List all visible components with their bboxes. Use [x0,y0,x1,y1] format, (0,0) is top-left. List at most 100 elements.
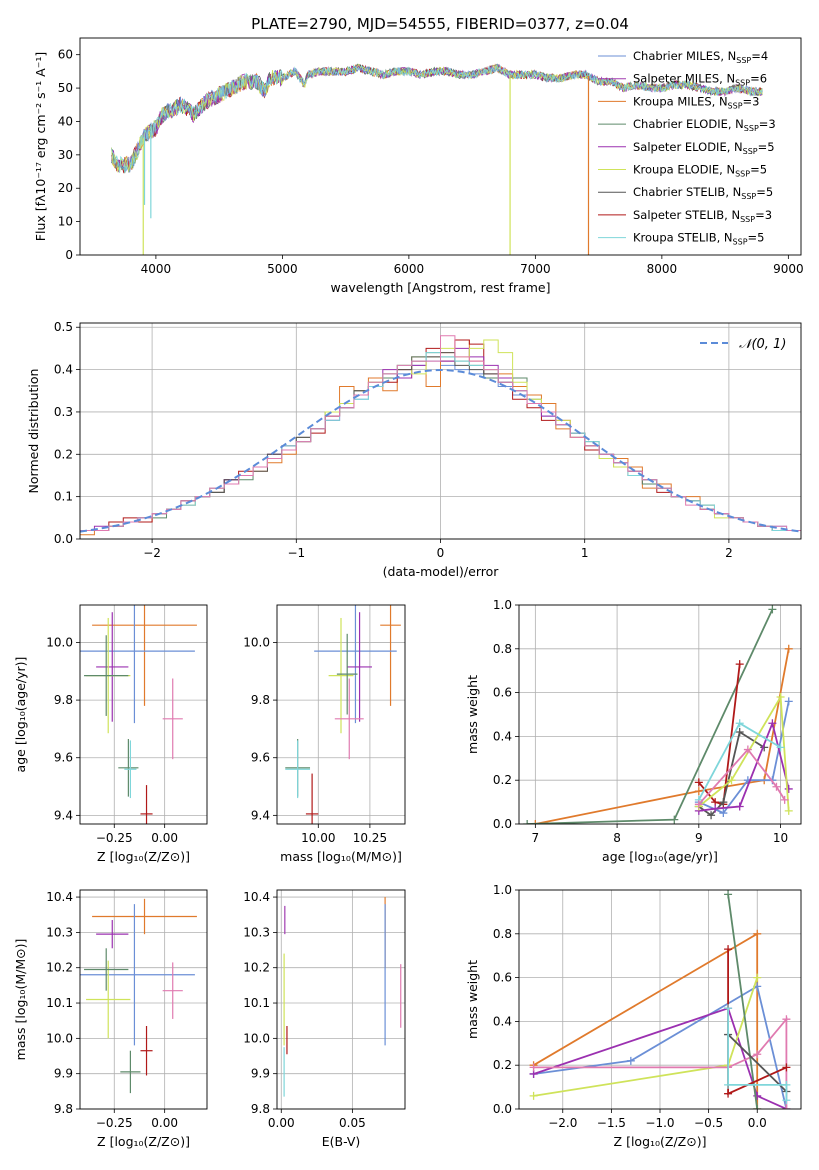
x-tick-label: −0.5 [694,1116,723,1130]
x-tick-label: 0.0 [748,1116,767,1130]
y-tick-label: 0.0 [493,1102,512,1116]
y-tick-label: 0.6 [493,971,512,985]
y-tick-label: 10.3 [243,925,270,939]
y-tick-label: 10.4 [243,890,270,904]
weight-marker [711,804,720,813]
y-tick-label: 0.4 [493,1014,512,1028]
x-tick-label: 9 [695,831,703,845]
y-tick-label: 10.1 [46,996,73,1010]
panel-Z_vs_weight: −2.0 −1.5 −1.0 −0.5 0.0 0.0 0.2 0.4 0.6 0.8 1.0 Z [… [465,883,802,1149]
y-tick-label: 0.2 [493,1058,512,1072]
x-axis-label: age [log₁₀(age/yr)] [602,849,718,864]
x-tick-label: 0.00 [151,1116,178,1130]
y-tick-label: 20 [58,181,73,195]
plot-area [80,335,801,539]
x-tick-label: −0.25 [96,1116,133,1130]
legend-label: Salpeter MILES, NSSP=6 [633,72,767,88]
y-tick-label: 0.3 [54,405,73,419]
plot-area [523,605,793,824]
y-tick-label: 40 [58,114,73,128]
axes-frame [276,604,406,825]
y-tick-label: 50 [58,81,73,95]
y-tick-label: 10.2 [46,961,73,975]
weight-marker [735,802,744,811]
y-tick-label: 0.1 [54,490,73,504]
y-tick-label: 10.0 [243,1031,270,1045]
weight-marker [735,728,744,737]
spectrum-line [111,64,763,173]
y-tick-label: 10.0 [46,635,73,649]
x-tick-label: 0.00 [268,1116,295,1130]
figure-title: PLATE=2790, MJD=54555, FIBERID=0377, z=0… [251,15,629,33]
x-tick-label: 7 [532,831,540,845]
y-tick-label: 10.0 [46,1031,73,1045]
legend-label: Kroupa ELODIE, NSSP=5 [633,163,767,179]
y-tick-label: 9.6 [251,751,270,765]
y-tick-label: 0.6 [493,686,512,700]
legend: Chabrier MILES, NSSP=4 Salpeter MILES, NS… [598,49,776,247]
weight-marker [707,811,716,820]
axes-frame [518,889,802,1110]
y-tick-label: 9.8 [251,1102,270,1116]
y-tick-label: 9.8 [251,693,270,707]
y-tick-label: 10 [58,215,73,229]
weight-marker [626,1056,635,1065]
legend-label: Chabrier ELODIE, NSSP=3 [633,117,776,133]
x-tick-label: −2 [143,546,161,560]
legend-label: Kroupa MILES, NSSP=3 [633,94,759,110]
x-tick-label: −1 [287,546,305,560]
weight-marker [782,1080,791,1089]
panel-Z_vs_age: −0.25 0.00 9.4 9.6 9.8 10.0 Z [log₁₀(Z/Z⊙)] age… [13,604,208,864]
y-tick-label: 1.0 [493,883,512,897]
legend-label: Salpeter ELODIE, NSSP=5 [633,140,775,156]
y-tick-label: 9.9 [54,1067,73,1081]
y-axis-label: Flux [fλ10⁻¹⁷ erg cm⁻² s⁻¹ A⁻¹] [33,52,48,241]
weight-line [535,648,790,824]
y-tick-label: 10.4 [46,890,73,904]
plot-area [80,898,197,1094]
y-tick-label: 0.0 [54,532,73,546]
y-axis-label: mass [log₁₀(M/M⊙)] [13,939,28,1061]
weight-marker [772,782,781,791]
weight-line [698,694,790,811]
y-tick-label: 60 [58,48,73,62]
x-axis-label: Z [log₁₀(Z/Z⊙)] [97,1134,190,1149]
plot-area [111,63,763,255]
x-tick-label: −0.25 [96,831,133,845]
plot-area [529,890,791,1109]
weight-marker [529,1063,538,1072]
axes-frame [79,604,208,825]
legend-label: Salpeter STELIB, NSSP=3 [633,208,772,224]
weight-marker [724,1004,733,1013]
y-tick-label: 0.0 [493,817,512,831]
x-tick-label: 10.25 [353,831,387,845]
axes-layer: 4000 5000 6000 7000 8000 90000102030405060wav… [13,37,804,1149]
weight-marker [782,1096,791,1105]
weight-marker [724,945,733,954]
x-tick-label: 0 [437,546,445,560]
weight-marker [768,605,777,614]
x-tick-label: 5000 [267,262,298,276]
y-tick-label: 9.4 [54,808,73,822]
weight-marker [735,660,744,669]
weight-marker [753,929,762,938]
axes-frame [79,37,802,256]
weight-line [727,1033,788,1093]
panel-Z_vs_mass: −0.25 0.00 9.8 9.9 10.0 10.1 10.2 10.3 10.4 Z [lo… [13,889,208,1149]
weight-marker [694,778,703,787]
x-tick-label: 4000 [141,262,172,276]
weight-marker [529,1091,538,1100]
y-tick-label: 0.4 [54,363,73,377]
x-tick-label: 0.05 [339,1116,366,1130]
axes-frame [79,889,208,1110]
y-tick-label: 10.3 [46,925,73,939]
weight-marker [768,719,777,728]
weight-marker [719,809,728,818]
y-axis-label: mass weight [465,960,480,1039]
y-tick-label: 1.0 [493,598,512,612]
weight-marker [670,815,679,824]
x-tick-label: 8 [613,831,621,845]
weight-marker [719,798,728,807]
weight-marker [782,1015,791,1024]
